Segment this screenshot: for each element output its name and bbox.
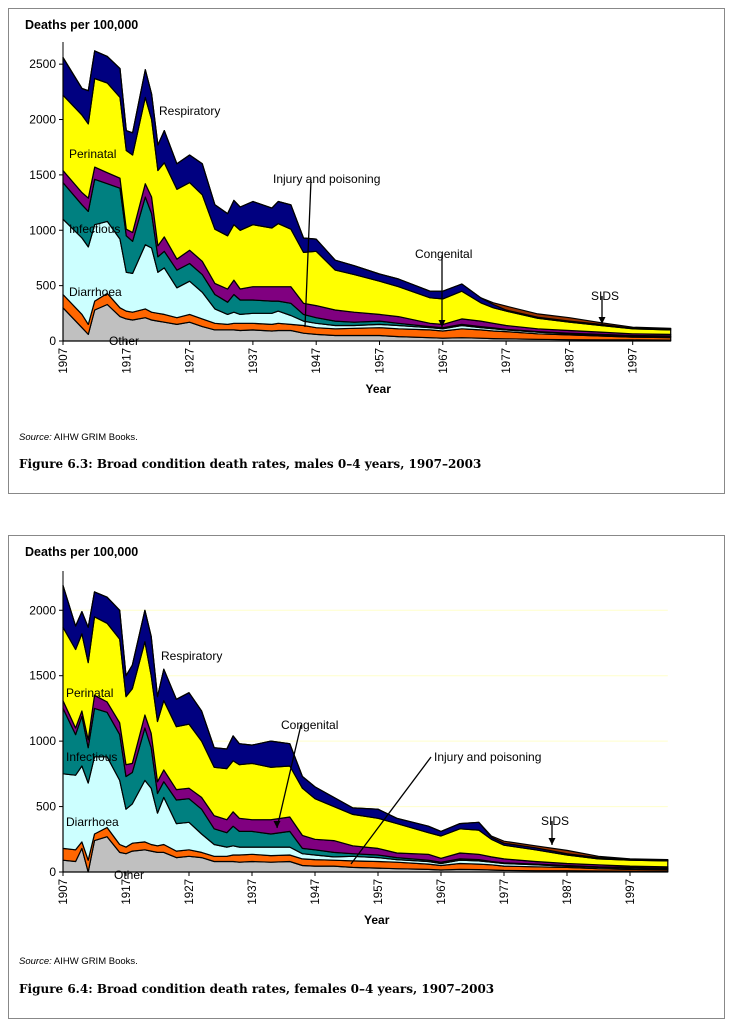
x-tick-label: 1947 [311, 348, 323, 374]
annotation-label: Injury and poisoning [273, 172, 380, 186]
annotation-label: Perinatal [66, 686, 113, 700]
arrowhead-icon [548, 838, 556, 845]
annotation-pointer [304, 179, 312, 328]
annotation-label: Respiratory [159, 104, 220, 118]
annotation-label: Infectious [69, 222, 120, 236]
source-label: Source: [19, 956, 52, 967]
x-axis-title: Year [366, 382, 392, 396]
x-tick-label: 1937 [248, 348, 260, 374]
x-tick-label: 1987 [562, 879, 574, 905]
source-note: Source: AIHW GRIM Books. [19, 956, 138, 967]
x-tick-label: 1957 [373, 879, 385, 905]
y-axis-title: Deaths per 100,000 [25, 18, 139, 32]
x-tick-label: 1997 [628, 348, 640, 374]
x-axis-title: Year [364, 913, 390, 927]
figure-males: 0 500 1000 1500 2000 2500 1907 1917 1927 1937 1947… [8, 8, 725, 494]
chart-females: 0 500 1000 1500 2000 1907 1917 1927 1937 1947 1957… [29, 571, 669, 927]
source-note: Source: AIHW GRIM Books. [19, 432, 138, 443]
y-tick-label: 2500 [29, 57, 56, 71]
annotation-label: Diarrhoea [66, 815, 119, 829]
annotation-label: Infectious [66, 750, 117, 764]
x-tick-label: 1927 [184, 879, 196, 905]
chart-males: 0 500 1000 1500 2000 2500 1907 1917 1927 1937 1947… [29, 42, 672, 396]
x-tick-label: 1907 [58, 879, 70, 905]
x-tick-label: 1917 [121, 879, 133, 905]
y-tick-label: 1000 [29, 223, 56, 237]
area-sids [62, 50, 672, 330]
y-tick-label: 500 [36, 279, 56, 293]
arrowhead-icon [273, 821, 281, 828]
x-tick-label: 1967 [438, 348, 450, 374]
annotation-label: SIDS [591, 289, 619, 303]
annotation-label: Other [109, 334, 139, 348]
y-tick-label: 2000 [29, 113, 56, 127]
annotation-label: Other [114, 868, 144, 882]
y-tick-label: 0 [49, 334, 56, 348]
x-tick-label: 1947 [310, 879, 322, 905]
figure-caption: Figure 6.4: Broad condition death rates,… [19, 982, 495, 996]
area-sids [62, 584, 669, 861]
x-tick-label: 1977 [501, 348, 513, 374]
annotation-label: Respiratory [161, 649, 222, 663]
y-tick-label: 2000 [29, 603, 56, 617]
x-tick-label: 1927 [185, 348, 197, 374]
x-tick-label: 1907 [58, 348, 70, 374]
source-label: Source: [19, 432, 52, 443]
annotation-label: Injury and poisoning [434, 750, 541, 764]
figure-caption: Figure 6.3: Broad condition death rates,… [19, 457, 482, 471]
x-tick-label: 1987 [564, 348, 576, 374]
y-tick-label: 500 [36, 800, 56, 814]
arrowhead-icon [598, 317, 606, 324]
y-axis-title: Deaths per 100,000 [25, 545, 139, 559]
annotation-label: Congenital [415, 247, 472, 261]
source-text: AIHW GRIM Books. [51, 956, 138, 967]
y-tick-label: 0 [49, 865, 56, 879]
annotation-pointer [350, 756, 432, 865]
y-tick-label: 1000 [29, 734, 56, 748]
y-tick-label: 1500 [29, 168, 56, 182]
x-tick-label: 1977 [499, 879, 511, 905]
source-text: AIHW GRIM Books. [51, 432, 138, 443]
x-tick-label: 1957 [375, 348, 387, 374]
x-tick-label: 1967 [436, 879, 448, 905]
annotation-label: Perinatal [69, 147, 116, 161]
x-tick-label: 1917 [121, 348, 133, 374]
figure-females: 0 500 1000 1500 2000 1907 1917 1927 1937 1947 1957… [8, 535, 725, 1019]
annotation-label: SIDS [541, 814, 569, 828]
x-tick-label: 1937 [247, 879, 259, 905]
annotation-label: Diarrhoea [69, 285, 122, 299]
annotation-pointer [276, 724, 302, 829]
x-tick-label: 1997 [625, 879, 637, 905]
y-tick-label: 1500 [29, 669, 56, 683]
annotation-label: Congenital [281, 718, 338, 732]
arrowhead-icon [438, 320, 446, 327]
